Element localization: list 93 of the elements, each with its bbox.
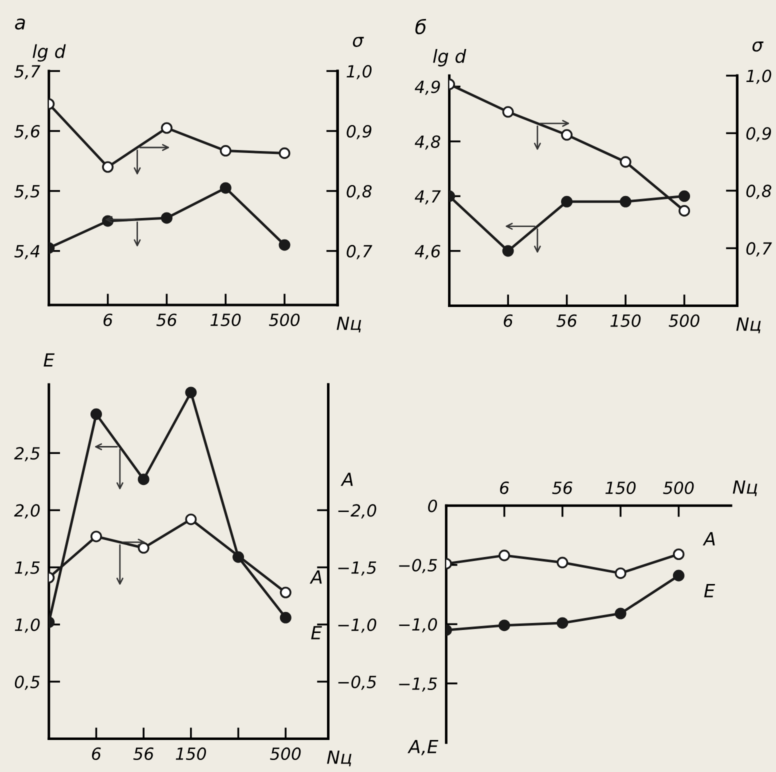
chart-title: а [15, 18, 25, 30]
y-tick-label: 0,5 [14, 676, 40, 690]
point [185, 386, 197, 398]
x-tick-label: 500 [270, 747, 301, 760]
point [672, 570, 684, 582]
y-axis-title: lg d [32, 44, 66, 62]
point [502, 245, 514, 257]
y-tick-label: 0 [428, 500, 438, 512]
point [138, 542, 150, 554]
point [278, 147, 290, 159]
point [620, 156, 632, 168]
y-tick-label: 2,0 [14, 504, 40, 518]
y-tick-label: 4,7 [414, 190, 441, 204]
y2-axis-title: σ [352, 36, 364, 47]
y2-tick-label: 0,9 [346, 124, 372, 140]
series-label: E [311, 626, 322, 640]
chart-title: б [415, 18, 426, 34]
y2-tick-label: 0,9 [746, 127, 772, 142]
y-tick-label: 5,6 [14, 124, 40, 140]
point [672, 548, 684, 560]
y-tick-label: 1,5 [14, 562, 40, 576]
point [280, 612, 292, 624]
point [556, 617, 568, 629]
x2-axis-title: Nц [732, 480, 758, 496]
y-tick-label: 5,5 [14, 185, 40, 200]
y-tick-label: 2,5 [14, 447, 40, 462]
point [620, 196, 632, 208]
y2-tick-label: −0,5 [338, 676, 376, 690]
point [280, 586, 292, 598]
x-tick-label: 56 [133, 747, 154, 760]
point [185, 514, 197, 526]
x-tick-label: 500 [663, 481, 694, 494]
x-tick-label: 150 [176, 747, 206, 760]
x-tick-label: 6 [92, 747, 101, 760]
y2-axis-title: A [340, 472, 353, 486]
y2-tick-label: 0,7 [346, 244, 372, 260]
point [102, 161, 114, 173]
y-tick-label: 4,6 [414, 244, 440, 260]
point [90, 530, 102, 542]
y-tick-label: −1,5 [399, 678, 437, 692]
x-tick-label: 150 [210, 314, 241, 326]
y2-tick-label: −2,0 [338, 504, 376, 518]
y-tick-label: 4,9 [414, 80, 440, 95]
point [678, 190, 690, 202]
series-label: A [310, 570, 322, 584]
x-tick-label: 56 [556, 314, 577, 327]
y2-tick-label: 0,7 [746, 242, 772, 256]
point [556, 556, 568, 568]
point [614, 608, 626, 620]
x-tick-label: 150 [610, 314, 641, 327]
y2-tick-label: 1,0 [346, 64, 372, 80]
point [502, 106, 514, 118]
x-tick-label: 6 [104, 314, 112, 326]
x-tick-label: 56 [552, 481, 572, 494]
y-axis-title: lg d [433, 48, 466, 66]
series-label: A [702, 532, 715, 546]
y2-tick-label: 1,0 [746, 70, 772, 84]
point [278, 239, 290, 251]
point [498, 550, 510, 562]
x-tick-label: 6 [500, 481, 509, 494]
y-tick-label: 5,4 [14, 245, 40, 260]
point [678, 205, 690, 217]
y-axis-title: E [44, 353, 55, 367]
point [220, 182, 232, 194]
y2-tick-label: 0,8 [746, 184, 772, 199]
x-axis-title: Nц [336, 316, 362, 332]
point [561, 129, 573, 141]
x-tick-label: 500 [268, 314, 300, 326]
y2-tick-label: −1,0 [338, 618, 376, 633]
x-tick-label: 6 [504, 314, 513, 327]
y2-tick-label: −1,5 [338, 562, 376, 576]
x-axis-title: Nц [327, 750, 352, 766]
point [498, 620, 510, 632]
x-tick-label: 500 [668, 314, 700, 327]
point [220, 145, 232, 157]
point [160, 212, 172, 224]
y-tick-label: 5,7 [14, 65, 40, 80]
y-tick-label: 1,0 [14, 618, 40, 633]
point [561, 196, 573, 208]
y2-tick-label: 0,8 [346, 184, 372, 200]
series-label: E [704, 584, 716, 598]
x-tick-label: 56 [156, 314, 177, 326]
y-axis-title: A,E [408, 740, 438, 756]
y2-axis-title: σ [752, 41, 764, 52]
point [614, 567, 626, 579]
x-axis-title: Nц [736, 318, 761, 334]
x-tick-label: 150 [605, 481, 636, 494]
point [138, 474, 150, 486]
y-tick-label: −0,5 [399, 558, 437, 574]
y-tick-label: 4,8 [414, 135, 440, 150]
point [90, 408, 102, 420]
point [160, 122, 172, 134]
y-tick-label: −1,0 [399, 618, 438, 632]
